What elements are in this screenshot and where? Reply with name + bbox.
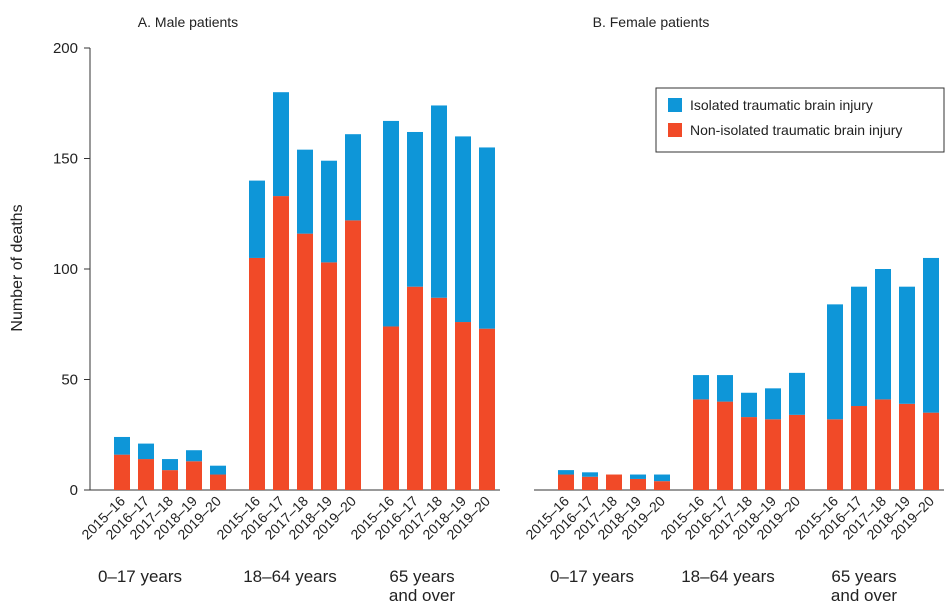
bar-non-isolated (606, 474, 622, 490)
bar-non-isolated (210, 474, 226, 490)
age-group-label: 0–17 years (550, 567, 634, 586)
bar-non-isolated (407, 286, 423, 490)
bar-isolated (114, 436, 130, 455)
bar-isolated (210, 465, 226, 475)
bar-non-isolated (162, 470, 178, 490)
bar-non-isolated (345, 220, 361, 490)
bar-isolated (186, 450, 202, 462)
bar-non-isolated (875, 399, 891, 490)
bar-isolated (741, 392, 757, 418)
panel-title: A. Male patients (138, 14, 238, 30)
y-axis-label: Number of deaths (9, 204, 26, 331)
bar-non-isolated (273, 196, 289, 490)
age-group-label: 65 years (831, 567, 896, 586)
age-group-label: and over (389, 586, 455, 602)
age-group-label: 0–17 years (98, 567, 182, 586)
bar-isolated (558, 470, 574, 475)
panel-title: B. Female patients (593, 14, 710, 30)
bar-non-isolated (765, 419, 781, 490)
bar-non-isolated (558, 474, 574, 490)
bar-isolated (479, 147, 495, 329)
bar-isolated (138, 443, 154, 460)
bar-non-isolated (186, 461, 202, 490)
bar-isolated (789, 372, 805, 415)
bar-isolated (899, 286, 915, 404)
bar-isolated (321, 160, 337, 263)
legend-swatch-isolated (668, 98, 682, 112)
bar-isolated (273, 92, 289, 197)
legend-box (655, 87, 945, 153)
age-group-label: and over (831, 586, 897, 602)
legend-label-non-isolated: Non-isolated traumatic brain injury (690, 122, 902, 138)
bar-non-isolated (789, 414, 805, 490)
bar-non-isolated (249, 257, 265, 490)
bar-isolated (765, 388, 781, 420)
bar-isolated (875, 269, 891, 400)
legend: Isolated traumatic brain injury Non-isol… (655, 87, 945, 153)
bar-non-isolated (114, 454, 130, 490)
y-tick-label: 200 (53, 40, 78, 57)
legend-swatch-non-isolated (668, 123, 682, 137)
bar-non-isolated (717, 401, 733, 490)
bar-non-isolated (138, 459, 154, 490)
bar-isolated (717, 375, 733, 402)
bar-isolated (297, 149, 313, 234)
bar-non-isolated (851, 406, 867, 490)
bar-non-isolated (899, 403, 915, 490)
bar-isolated (249, 180, 265, 258)
bar-isolated (827, 304, 843, 420)
bar-non-isolated (923, 412, 939, 490)
bar-non-isolated (582, 476, 598, 490)
y-tick-label: 50 (61, 372, 78, 389)
bar-isolated (923, 257, 939, 413)
legend-label-isolated: Isolated traumatic brain injury (690, 97, 873, 113)
bar-non-isolated (654, 481, 670, 490)
bar-non-isolated (431, 297, 447, 490)
bar-isolated (630, 474, 646, 479)
bar-isolated (383, 120, 399, 327)
bar-non-isolated (741, 417, 757, 490)
bar-isolated (693, 375, 709, 400)
bar-isolated (582, 472, 598, 477)
bar-non-isolated (455, 322, 471, 490)
bar-isolated (654, 474, 670, 482)
bar-non-isolated (693, 399, 709, 490)
bar-non-isolated (321, 262, 337, 490)
bar-isolated (431, 105, 447, 298)
age-group-label: 18–64 years (243, 567, 337, 586)
bar-isolated (455, 136, 471, 323)
bar-isolated (345, 134, 361, 221)
bar-non-isolated (827, 419, 843, 490)
y-tick-label: 100 (53, 261, 78, 278)
y-tick-label: 150 (53, 151, 78, 168)
bar-isolated (851, 286, 867, 407)
bar-isolated (162, 459, 178, 471)
bar-isolated (407, 131, 423, 287)
bar-non-isolated (383, 326, 399, 490)
y-tick-label: 0 (70, 482, 78, 499)
age-group-label: 18–64 years (681, 567, 775, 586)
age-group-label: 65 years (389, 567, 454, 586)
bar-non-isolated (297, 233, 313, 490)
bar-non-isolated (630, 478, 646, 490)
bar-non-isolated (479, 328, 495, 490)
